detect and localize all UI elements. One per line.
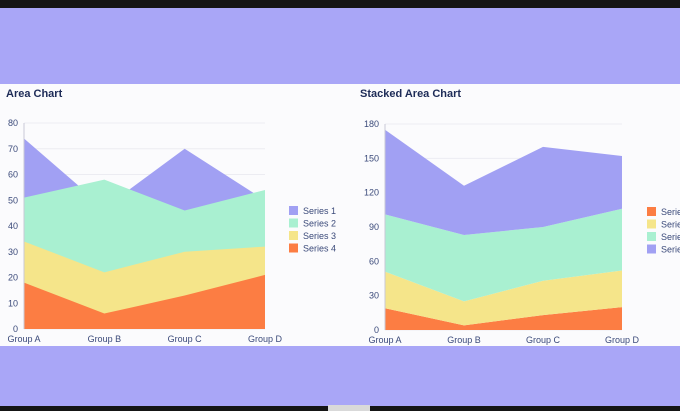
legend-label-series-2: Series 2 <box>661 232 680 242</box>
legend-swatch-series-3 <box>289 231 298 240</box>
x-tick-label: Group B <box>88 334 122 344</box>
y-tick-label: 150 <box>364 153 379 163</box>
x-tick-label: Group A <box>7 334 40 344</box>
series-4-area <box>24 274 265 329</box>
x-tick-label: Group D <box>248 334 283 344</box>
y-tick-label: 60 <box>369 256 379 266</box>
y-tick-label: 30 <box>369 291 379 301</box>
legend-swatch-series-1 <box>647 244 656 254</box>
y-tick-label: 20 <box>8 273 18 283</box>
series-3-area <box>385 270 622 326</box>
legend-label-series-3: Series 3 <box>661 220 680 230</box>
dashboard-band: Area Chart 0 10 20 30 40 50 60 70 80 Group A Group… <box>0 84 680 346</box>
stacked-area-chart-panel: Stacked Area Chart 0 30 60 90 120 150 180 Group… <box>352 84 680 346</box>
series-4-area <box>385 307 622 330</box>
legend-swatch-series-1 <box>289 206 298 215</box>
area-chart-svg: 0 10 20 30 40 50 60 70 80 Group A Group B Group C Gr… <box>7 118 336 344</box>
y-tick-label: 60 <box>8 170 18 180</box>
legend-swatch-series-2 <box>289 218 298 228</box>
area-chart-title: Area Chart <box>6 88 63 100</box>
y-tick-label: 90 <box>369 222 379 232</box>
stacked-area-chart-svg: 0 30 60 90 120 150 180 Group A Group B Group C Gro… <box>364 119 680 345</box>
legend-swatch-series-2 <box>647 232 656 241</box>
legend-label-series-3: Series 3 <box>303 231 336 241</box>
series-1-area <box>385 129 622 236</box>
y-tick-label: 80 <box>8 118 18 128</box>
x-tick-label: Group A <box>368 335 401 345</box>
legend-swatch-series-3 <box>647 219 656 229</box>
area-chart-panel: Area Chart 0 10 20 30 40 50 60 70 80 Group A Group… <box>0 84 336 346</box>
legend-label-series-2: Series 2 <box>303 219 336 229</box>
monitor-screen: Area Chart 0 10 20 30 40 50 60 70 80 Group A Group… <box>0 8 680 406</box>
y-tick-label: 30 <box>8 247 18 257</box>
legend-swatch-series-4 <box>647 207 656 216</box>
legend-swatch-series-4 <box>289 243 298 253</box>
y-tick-label: 0 <box>374 325 379 335</box>
y-tick-label: 120 <box>364 188 379 198</box>
y-tick-label: 0 <box>13 324 18 334</box>
y-tick-label: 40 <box>8 221 18 231</box>
legend-label-series-1: Series 1 <box>661 245 680 255</box>
x-tick-label: Group C <box>526 335 561 345</box>
y-tick-label: 180 <box>364 119 379 129</box>
monitor-stand <box>328 405 370 411</box>
x-tick-label: Group B <box>447 335 481 345</box>
legend-label-series-4: Series 4 <box>661 207 680 217</box>
legend-label-series-1: Series 1 <box>303 206 336 216</box>
x-tick-label: Group C <box>168 334 203 344</box>
y-tick-label: 10 <box>8 298 18 308</box>
stacked-area-chart-title: Stacked Area Chart <box>360 88 462 100</box>
y-tick-label: 70 <box>8 144 18 154</box>
y-tick-label: 50 <box>8 195 18 205</box>
x-tick-label: Group D <box>605 335 640 345</box>
legend-label-series-4: Series 4 <box>303 244 336 254</box>
